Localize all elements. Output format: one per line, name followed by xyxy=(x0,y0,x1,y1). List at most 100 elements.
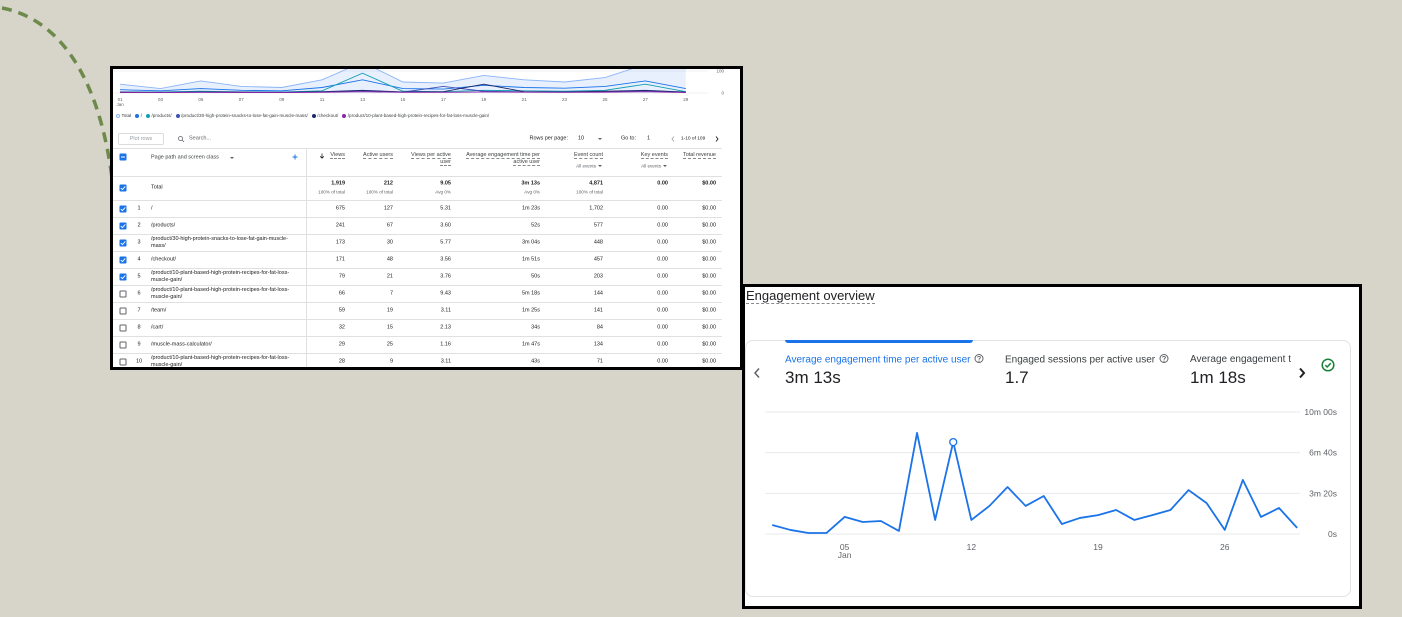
cell: 1m 51s xyxy=(521,256,540,262)
cell: 1m 23s xyxy=(521,205,540,211)
column-header[interactable]: Average engagement time per active user xyxy=(460,152,540,166)
line xyxy=(120,72,686,93)
column-header[interactable]: Views xyxy=(305,152,345,159)
cell: 79 xyxy=(338,273,345,279)
dashed-arrow xyxy=(1,6,114,179)
legend-swatch xyxy=(342,113,347,118)
selected-tab-indicator xyxy=(785,340,973,343)
cell: 2.13 xyxy=(440,324,451,330)
column-divider xyxy=(306,148,307,367)
row-separator xyxy=(113,353,722,354)
page-path[interactable]: /team/ xyxy=(151,307,167,313)
checkbox[interactable] xyxy=(119,324,127,331)
checkbox[interactable] xyxy=(119,358,127,365)
checkbox[interactable] xyxy=(119,256,127,263)
search-input[interactable]: Search... xyxy=(189,135,212,142)
column-header[interactable]: Active users xyxy=(359,152,393,159)
dropdown-caret[interactable] xyxy=(598,164,603,168)
page-path[interactable]: /product/10-plant-based-high-protein-rec… xyxy=(151,354,290,368)
page-path[interactable]: / xyxy=(151,205,153,211)
checkbox[interactable] xyxy=(119,341,127,348)
legend-item[interactable]: /products/ xyxy=(145,113,172,118)
mini-plot: 0 100 01 03 05 07 09 11 13 15 17 19 21 23 25 27 29 Jan xyxy=(113,69,724,107)
legend-item[interactable]: /product/10-plant-based-high-protein-rec… xyxy=(342,113,489,118)
cell: 29 xyxy=(338,341,345,347)
page-path[interactable]: /product/10-plant-based-high-protein-rec… xyxy=(151,286,290,300)
next-metrics[interactable] xyxy=(1298,367,1306,379)
y-tick-label: 0s xyxy=(1328,529,1337,539)
x-tick-label: 07 xyxy=(239,97,245,102)
checkbox[interactable] xyxy=(119,239,127,246)
legend-label: /product/30-high-protein-snacks-to-lose-… xyxy=(181,113,308,118)
panel-title: Engagement overview xyxy=(746,288,875,304)
dropdown-caret[interactable] xyxy=(598,137,603,141)
total-value: 9.05 xyxy=(440,180,451,187)
metric-label[interactable]: Average engagement time per active user xyxy=(785,354,984,367)
column-header-sub[interactable]: All events xyxy=(641,163,661,169)
checkbox[interactable] xyxy=(119,290,127,297)
column-header[interactable]: Key events xyxy=(620,152,668,159)
column-header-text: Key events xyxy=(640,152,668,159)
legend-item[interactable]: Total xyxy=(116,113,131,118)
checkbox[interactable] xyxy=(119,307,127,314)
checkbox[interactable] xyxy=(119,205,127,212)
cell: 241 xyxy=(335,222,345,228)
x-tick-label: 23 xyxy=(562,97,568,102)
x-tick-label: 11 xyxy=(320,97,325,102)
column-header-sub[interactable]: All events xyxy=(576,163,596,169)
page-path[interactable]: /products/ xyxy=(151,222,176,228)
y-tick-label: 6m 40s xyxy=(1309,448,1337,458)
add-dimension[interactable] xyxy=(292,154,299,161)
checkbox[interactable] xyxy=(119,222,127,229)
checkbox[interactable] xyxy=(119,273,127,280)
legend-swatch xyxy=(175,113,180,118)
metric-label[interactable]: Average engagement time xyxy=(1190,354,1291,366)
cell: 9.43 xyxy=(440,290,451,296)
legend-item[interactable]: / xyxy=(135,113,142,118)
checkbox[interactable] xyxy=(119,153,127,161)
row-index: 10 xyxy=(135,358,143,364)
cell: 0.00 xyxy=(657,205,668,211)
goto-input[interactable]: 1 xyxy=(647,135,651,142)
legend-item[interactable]: /checkout/ xyxy=(311,113,338,118)
legend-item[interactable]: /product/30-high-protein-snacks-to-lose-… xyxy=(175,113,308,118)
page-path[interactable]: /product/10-plant-based-high-protein-rec… xyxy=(151,269,290,283)
dropdown-caret[interactable] xyxy=(230,156,235,160)
cell: 3m 04s xyxy=(521,239,540,245)
x-tick-label: 19 xyxy=(481,97,487,102)
help-icon[interactable] xyxy=(974,354,984,364)
x-tick-label: 05 xyxy=(840,542,850,552)
column-header-text: Views per active user xyxy=(411,152,451,166)
checkbox[interactable] xyxy=(119,184,127,192)
column-header[interactable]: Views per active user xyxy=(409,152,451,166)
cell: 5m 18s xyxy=(521,290,540,296)
page-path[interactable]: /product/30-high-protein-snacks-to-lose-… xyxy=(151,235,288,249)
cell: 0.00 xyxy=(657,222,668,228)
cell: 66 xyxy=(338,290,345,296)
row-separator xyxy=(113,319,722,320)
cell: $0.00 xyxy=(702,239,716,245)
prev-metrics[interactable] xyxy=(753,367,761,379)
status-check xyxy=(1321,358,1335,372)
page-path[interactable]: /cart/ xyxy=(151,324,164,330)
metric-label[interactable]: Engaged sessions per active user xyxy=(1005,354,1169,367)
plot-rows-button[interactable]: Plot rows xyxy=(118,133,164,145)
row-separator xyxy=(113,251,722,252)
x-tick-label: 17 xyxy=(441,97,447,102)
dropdown-caret[interactable] xyxy=(663,164,668,168)
rows-per-page-value[interactable]: 10 xyxy=(578,135,585,142)
column-header[interactable]: Total revenue xyxy=(680,152,716,159)
cell: 3.11 xyxy=(440,358,451,364)
prev-page[interactable] xyxy=(671,136,676,143)
page-path[interactable]: /checkout/ xyxy=(151,256,177,262)
help-icon[interactable] xyxy=(1159,354,1169,364)
cell: 171 xyxy=(335,256,345,262)
column-header[interactable]: Event count xyxy=(555,152,603,159)
page-path[interactable]: /muscle-mass-calculator/ xyxy=(151,341,212,347)
total-value: 0.00 xyxy=(657,180,668,187)
cell: 0.00 xyxy=(657,341,668,347)
cell: 21 xyxy=(386,273,393,279)
line xyxy=(120,79,686,92)
next-page[interactable] xyxy=(715,136,720,143)
